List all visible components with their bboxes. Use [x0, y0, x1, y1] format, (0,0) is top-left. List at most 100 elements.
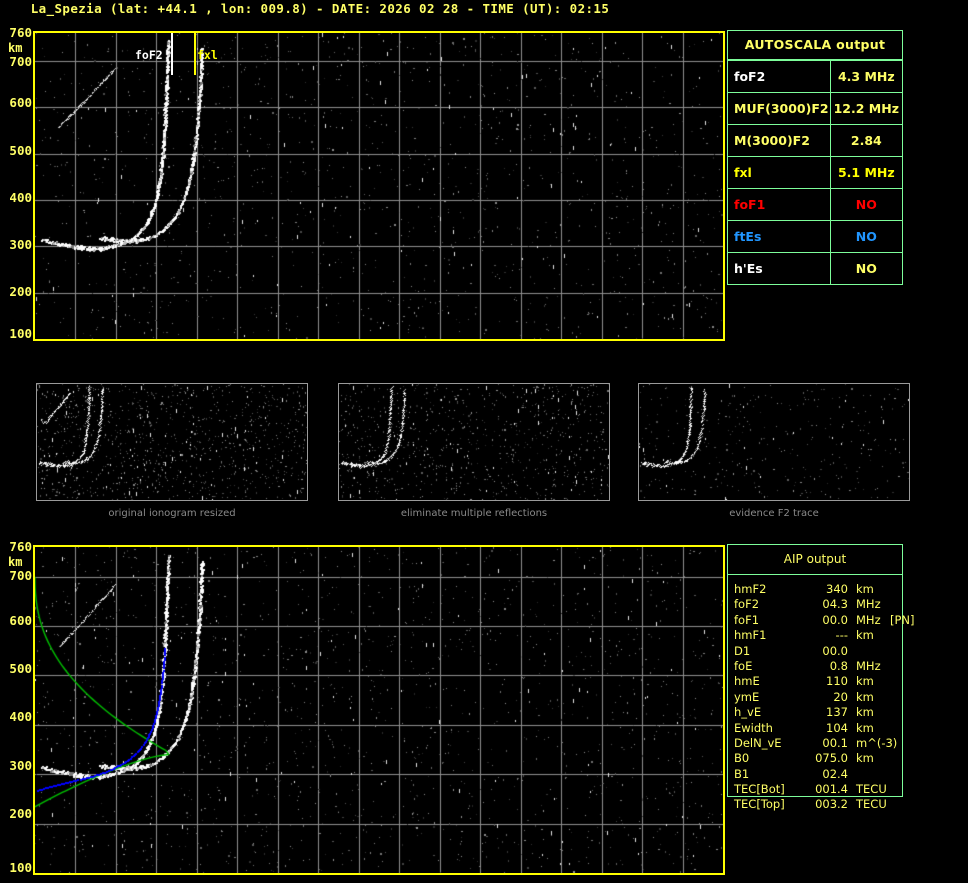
- aip-row: foF1 00.0 MHz [PN]: [734, 612, 915, 628]
- autoscala-value-0: 4.3 MHz: [829, 60, 902, 93]
- bottom-ytick-700: 700: [9, 568, 32, 583]
- aip-row: hmF2 340 km: [734, 582, 902, 597]
- aip-unit-11: km: [856, 751, 874, 766]
- autoscala-row: fxl 5.1 MHz: [728, 156, 902, 189]
- aip-unit-13: TECU: [856, 782, 887, 797]
- main-ionogram-plot[interactable]: [33, 31, 725, 341]
- aip-row: ymE 20 km: [734, 690, 902, 705]
- autoscala-output-panel: AUTOSCALA output foF2 4.3 MHz MUF(3000)F2 1…: [727, 30, 903, 285]
- aip-row: hmF1 --- km: [734, 628, 902, 643]
- bottom-ytick-500: 500: [9, 661, 32, 676]
- aip-value-9: 104: [826, 720, 848, 735]
- thumbnail-caption-2: eliminate multiple reflections: [400, 508, 548, 519]
- bottom-ytick-400: 400: [9, 709, 32, 724]
- fxl-marker-label: fxl: [197, 48, 218, 62]
- thumbnail-evidence-f2-trace[interactable]: [638, 383, 910, 501]
- bottom-ytick-300: 300: [9, 758, 32, 773]
- aip-name-4: D1: [734, 643, 751, 658]
- aip-value-1: 04.3: [822, 597, 848, 612]
- main-ytick-500: 500: [9, 143, 32, 158]
- aip-name-5: foE: [734, 658, 753, 673]
- aip-row: TEC[Bot] 001.4 TECU: [734, 782, 902, 797]
- aip-value-6: 110: [826, 674, 848, 689]
- aip-value-3: ---: [835, 628, 848, 643]
- aip-name-3: hmF1: [734, 628, 767, 643]
- autoscala-key-0: foF2: [728, 60, 831, 93]
- aip-value-7: 20: [833, 689, 848, 704]
- autoscala-value-3: 5.1 MHz: [829, 156, 902, 189]
- aip-name-8: h_vE: [734, 705, 762, 720]
- autoscala-row: MUF(3000)F2 12.2 MHz: [728, 92, 902, 125]
- aip-unit-0: km: [856, 582, 874, 596]
- aip-value-8: 137: [826, 705, 848, 720]
- autoscala-value-5: NO: [829, 220, 902, 253]
- autoscala-row: ftEs NO: [728, 220, 902, 253]
- autoscala-row: foF2 4.3 MHz: [728, 60, 902, 93]
- aip-row: hmE 110 km: [734, 674, 902, 689]
- aip-name-9: Ewidth: [734, 720, 773, 735]
- aip-row: foE 0.8 MHz: [734, 659, 902, 674]
- autoscala-key-3: fxl: [728, 156, 831, 189]
- main-ytick-300: 300: [9, 237, 32, 252]
- aip-row: TEC[Top] 003.2 TECU: [734, 797, 902, 812]
- aip-name-6: hmE: [734, 674, 760, 689]
- autoscala-table: foF2 4.3 MHz MUF(3000)F2 12.2 MHz M(3000)F2 2…: [728, 60, 902, 284]
- aip-row: h_vE 137 km: [734, 705, 902, 720]
- aip-value-12: 02.4: [822, 766, 848, 781]
- aip-unit-8: km: [856, 705, 874, 720]
- autoscala-row: foF1 NO: [728, 188, 902, 221]
- aip-unit-1: MHz: [856, 597, 881, 612]
- fof2-marker-label: foF2: [135, 48, 163, 62]
- aip-title: AIP output: [728, 545, 902, 575]
- autoscala-key-5: ftEs: [728, 220, 831, 253]
- fof2-marker-line: [171, 33, 173, 75]
- autoscala-key-2: M(3000)F2: [728, 124, 831, 157]
- aip-row: B0 075.0 km: [734, 751, 902, 766]
- bottom-ytick-200: 200: [9, 806, 32, 821]
- main-ytick-700: 700: [9, 54, 32, 69]
- autoscala-title: AUTOSCALA output: [728, 31, 902, 60]
- main-ytick-760: 760: [9, 25, 32, 40]
- autoscala-row: M(3000)F2 2.84: [728, 124, 902, 157]
- thumbnail-caption-3: evidence F2 trace: [729, 508, 819, 519]
- aip-row: Ewidth 104 km: [734, 721, 902, 736]
- aip-row: D1 00.0: [734, 644, 902, 659]
- bottom-ytick-760: 760: [9, 539, 32, 554]
- thumbnail-original-ionogram[interactable]: [36, 383, 308, 501]
- bottom-ytick-100: 100: [9, 860, 32, 875]
- aip-value-5: 0.8: [829, 658, 848, 673]
- bottom-yaxis-unit: km: [8, 555, 23, 569]
- thumbnail-eliminate-reflections[interactable]: [338, 383, 610, 501]
- aip-value-14: 003.2: [815, 797, 848, 812]
- aip-value-13: 001.4: [815, 782, 848, 797]
- aip-flag-2: [PN]: [890, 612, 915, 627]
- main-ytick-100: 100: [9, 326, 32, 341]
- aip-value-11: 075.0: [815, 751, 848, 766]
- bottom-ionogram-profile-plot[interactable]: [33, 545, 725, 875]
- aip-unit-6: km: [856, 674, 874, 689]
- autoscala-value-6: NO: [829, 252, 902, 284]
- main-ytick-400: 400: [9, 190, 32, 205]
- main-ytick-200: 200: [9, 284, 32, 299]
- aip-unit-14: TECU: [856, 797, 887, 812]
- aip-unit-5: MHz: [856, 658, 881, 673]
- aip-row: DelN_vE 00.1 m^(-3): [734, 736, 902, 751]
- aip-name-7: ymE: [734, 689, 760, 704]
- aip-output-panel: AIP output hmF2 340 km foF2 04.3 MHz foF1 00.0 M…: [727, 544, 915, 811]
- autoscala-value-2: 2.84: [829, 124, 902, 157]
- aip-value-0: 340: [826, 582, 848, 596]
- aip-value-4: 00.0: [822, 643, 848, 658]
- main-ytick-600: 600: [9, 95, 32, 110]
- aip-row: foF2 04.3 MHz: [734, 597, 902, 612]
- main-yaxis-unit: km: [8, 41, 23, 55]
- aip-name-13: TEC[Bot]: [734, 782, 785, 797]
- aip-name-14: TEC[Top]: [734, 797, 785, 812]
- aip-unit-7: km: [856, 689, 874, 704]
- aip-unit-9: km: [856, 720, 874, 735]
- aip-name-10: DelN_vE: [734, 735, 782, 750]
- fxl-marker-line: [194, 33, 196, 75]
- thumbnail-caption-1: original ionogram resized: [108, 508, 236, 519]
- aip-value-2: 00.0: [822, 612, 848, 627]
- aip-name-0: hmF2: [734, 582, 767, 596]
- aip-unit-10: m^(-3): [856, 735, 898, 750]
